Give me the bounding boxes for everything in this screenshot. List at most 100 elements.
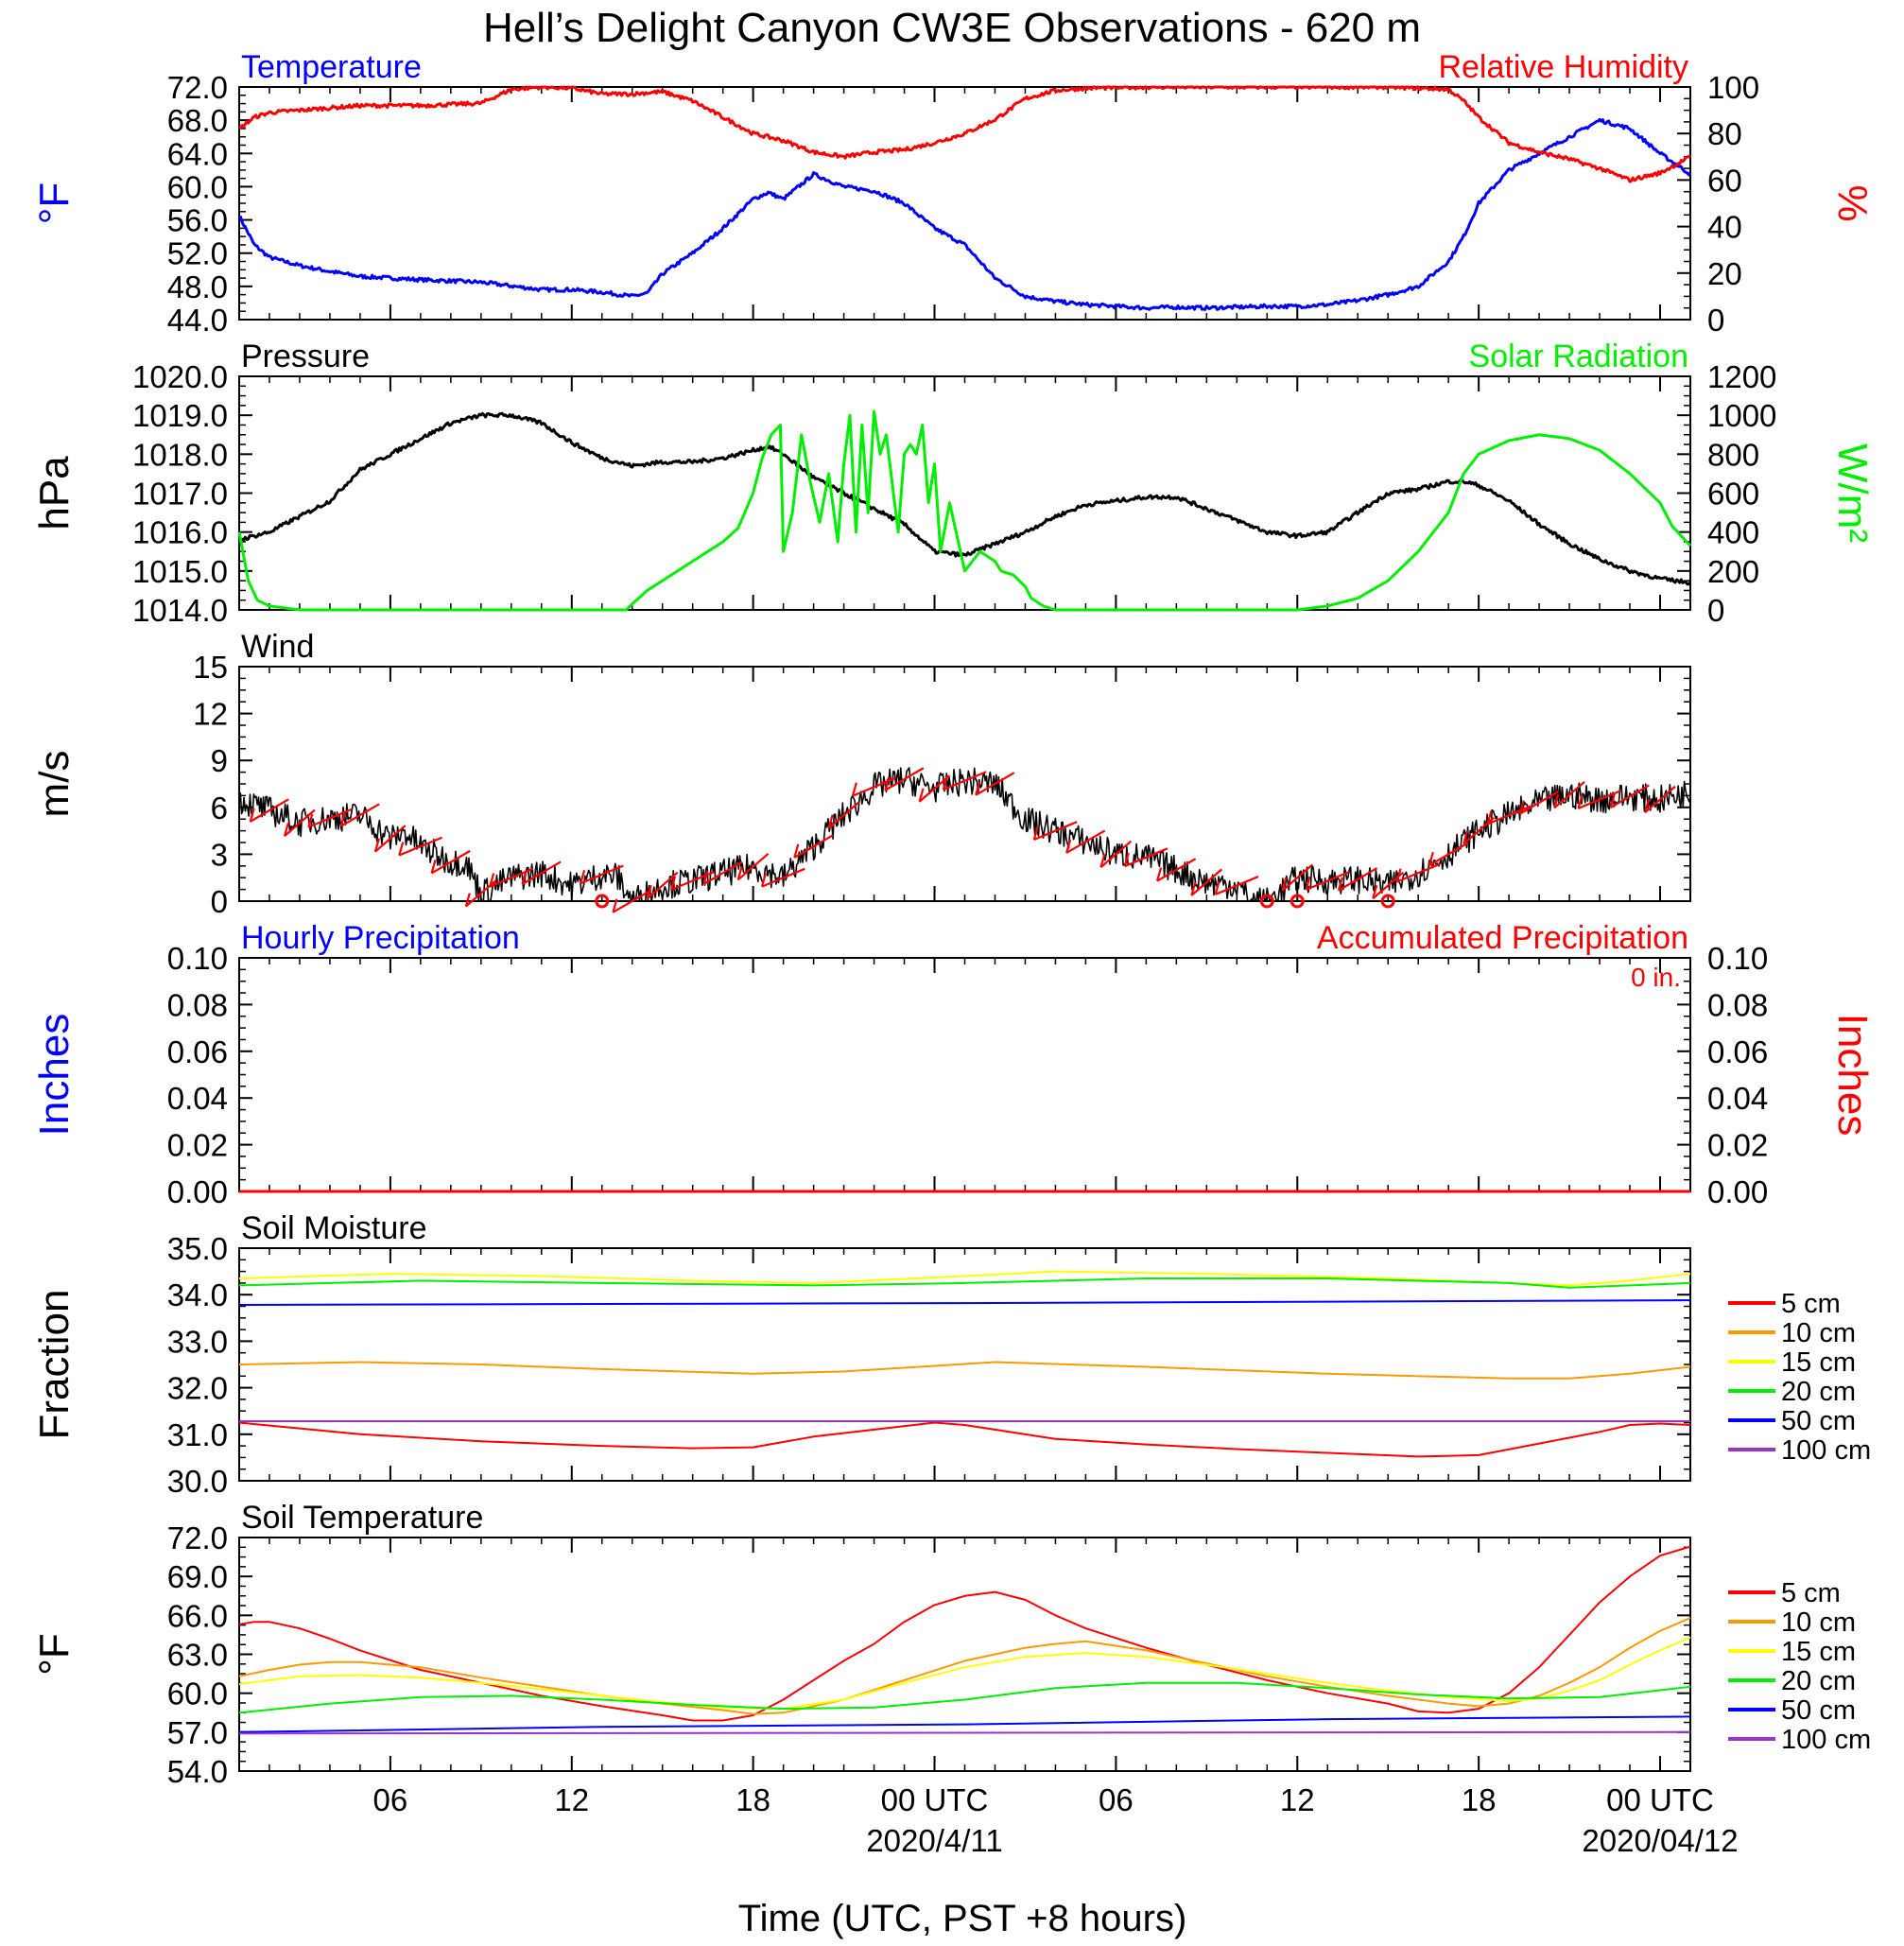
wind-barb bbox=[702, 860, 743, 885]
x-tick-label: 00 UTC bbox=[881, 1782, 989, 1817]
wind-barb bbox=[1306, 871, 1350, 891]
legend-label: 100 cm bbox=[1781, 1725, 1871, 1755]
wind-barb bbox=[430, 849, 471, 875]
wind-barb-flag bbox=[1099, 853, 1106, 868]
wind-barb bbox=[793, 834, 834, 859]
wind-barb-flag bbox=[646, 884, 652, 899]
wind-barb-flag bbox=[1281, 877, 1288, 892]
y-left-tick-label: 15 bbox=[193, 650, 228, 685]
y-left-axis-title: m/s bbox=[31, 751, 78, 818]
y-left-tick-label: 33.0 bbox=[167, 1324, 228, 1359]
page-title: Hell’s Delight Canyon CW3E Observations … bbox=[483, 5, 1421, 51]
wind-barb-flag bbox=[1065, 839, 1072, 854]
x-tick-label: 12 bbox=[1280, 1782, 1315, 1817]
y-left-tick-label: 0.08 bbox=[167, 987, 228, 1022]
y-right-tick-label: 600 bbox=[1707, 477, 1759, 512]
y-left-tick-label: 52.0 bbox=[167, 236, 228, 271]
y-right-axis-title: W/m² bbox=[1829, 443, 1876, 543]
y-left-tick-label: 44.0 bbox=[167, 303, 228, 338]
wind-barb-flag bbox=[430, 860, 437, 874]
wind-barb bbox=[1156, 858, 1197, 882]
legend-label: 10 cm bbox=[1781, 1318, 1856, 1348]
wind-barb bbox=[1644, 785, 1676, 814]
wind-barb-flag bbox=[827, 814, 834, 829]
y-right-tick-label: 800 bbox=[1707, 437, 1759, 472]
wind-barb-flag bbox=[760, 873, 768, 887]
panel-temperature: 72.068.064.060.056.052.048.044.0 100 80 60 4… bbox=[31, 49, 1876, 338]
wind-barb bbox=[521, 860, 562, 885]
y-left-tick-label: 9 bbox=[211, 743, 228, 778]
wind-barb-flag bbox=[1032, 825, 1039, 841]
y-left-tick-label: 3 bbox=[211, 837, 228, 872]
wind-barb-flag bbox=[1577, 794, 1584, 809]
legend-label: 50 cm bbox=[1781, 1406, 1856, 1436]
series-100-cm bbox=[238, 1730, 1691, 1735]
panel-title-left: Soil Moisture bbox=[241, 1210, 427, 1246]
series-wind-speed bbox=[238, 767, 1691, 902]
accumulated-total-label: 0 in. bbox=[1631, 963, 1681, 992]
y-left-tick-label: 1017.0 bbox=[132, 477, 228, 512]
legend-label: 50 cm bbox=[1781, 1695, 1856, 1726]
y-right-tick-label: 200 bbox=[1707, 554, 1759, 589]
x-tick-label: 06 bbox=[373, 1782, 408, 1817]
wind-barb bbox=[1610, 784, 1650, 808]
wind-barb bbox=[647, 871, 679, 900]
y-left-axis-title: °F bbox=[31, 1633, 78, 1675]
plot-frame bbox=[238, 957, 1691, 1192]
y-left-tick-label: 1020.0 bbox=[132, 359, 228, 394]
y-left-tick-label: 12 bbox=[193, 697, 228, 732]
wind-barb bbox=[398, 836, 442, 857]
wind-barb bbox=[1124, 847, 1168, 868]
calm-wind-marker bbox=[1380, 894, 1395, 909]
y-left-tick-label: 54.0 bbox=[167, 1754, 228, 1789]
wind-barb-flag bbox=[489, 873, 495, 887]
y-left-tick-label: 31.0 bbox=[167, 1417, 228, 1452]
y-right-tick-label: 100 bbox=[1707, 70, 1759, 105]
wind-barb-flag bbox=[580, 869, 586, 884]
wind-barb-flag bbox=[398, 842, 405, 856]
series-pressure bbox=[238, 411, 1692, 586]
wind-barb-flag bbox=[283, 822, 290, 837]
wind-barb-flag bbox=[1643, 799, 1651, 813]
wind-barb-flag bbox=[1214, 880, 1220, 895]
wind-barb bbox=[1553, 780, 1585, 809]
wind-barb-flag bbox=[1553, 794, 1560, 808]
wind-barb bbox=[1577, 790, 1622, 809]
y-left-tick-label: 60.0 bbox=[167, 169, 228, 204]
x-date-label: 2020/4/11 bbox=[866, 1823, 1002, 1858]
series-15-cm bbox=[238, 1270, 1691, 1287]
wind-barb-flag bbox=[918, 788, 925, 803]
y-left-tick-label: 0.02 bbox=[167, 1128, 228, 1163]
legend-label: 10 cm bbox=[1781, 1607, 1856, 1638]
wind-barb-flag bbox=[249, 808, 255, 823]
y-right-tick-label: 60 bbox=[1707, 163, 1742, 198]
calm-wind-marker bbox=[1290, 894, 1305, 909]
x-tick-label: 00 UTC bbox=[1606, 1782, 1714, 1817]
wind-barb bbox=[250, 798, 289, 823]
wind-barb-flag bbox=[1337, 877, 1343, 891]
y-left-tick-label: 0.06 bbox=[167, 1034, 228, 1069]
panel-title-right: Solar Radiation bbox=[1469, 339, 1688, 374]
series-5-cm bbox=[238, 1545, 1691, 1722]
y-left-tick-label: 35.0 bbox=[167, 1231, 228, 1266]
wind-barb bbox=[1215, 876, 1259, 895]
wind-barb-flag bbox=[1486, 810, 1493, 825]
x-tick-label: 18 bbox=[736, 1782, 770, 1817]
y-left-tick-label: 0.00 bbox=[167, 1174, 228, 1209]
y-left-tick-label: 1015.0 bbox=[132, 554, 228, 589]
wind-barb bbox=[1338, 867, 1378, 892]
legend-label: 15 cm bbox=[1781, 1347, 1856, 1378]
wind-barb bbox=[827, 801, 860, 829]
panel-title-left: Wind bbox=[241, 629, 314, 665]
y-left-tick-label: 72.0 bbox=[167, 1520, 228, 1555]
legend-label: 5 cm bbox=[1781, 1289, 1841, 1319]
y-left-axis-title: hPa bbox=[31, 456, 78, 530]
y-right-axis-title: Inches bbox=[1829, 1014, 1876, 1137]
y-left-tick-label: 1018.0 bbox=[132, 437, 228, 472]
legend-label: 100 cm bbox=[1781, 1435, 1871, 1466]
wind-barb-flag bbox=[339, 812, 346, 827]
y-left-tick-label: 48.0 bbox=[167, 269, 228, 304]
wind-barb-flag bbox=[1305, 876, 1311, 891]
y-left-tick-label: 69.0 bbox=[167, 1559, 228, 1594]
